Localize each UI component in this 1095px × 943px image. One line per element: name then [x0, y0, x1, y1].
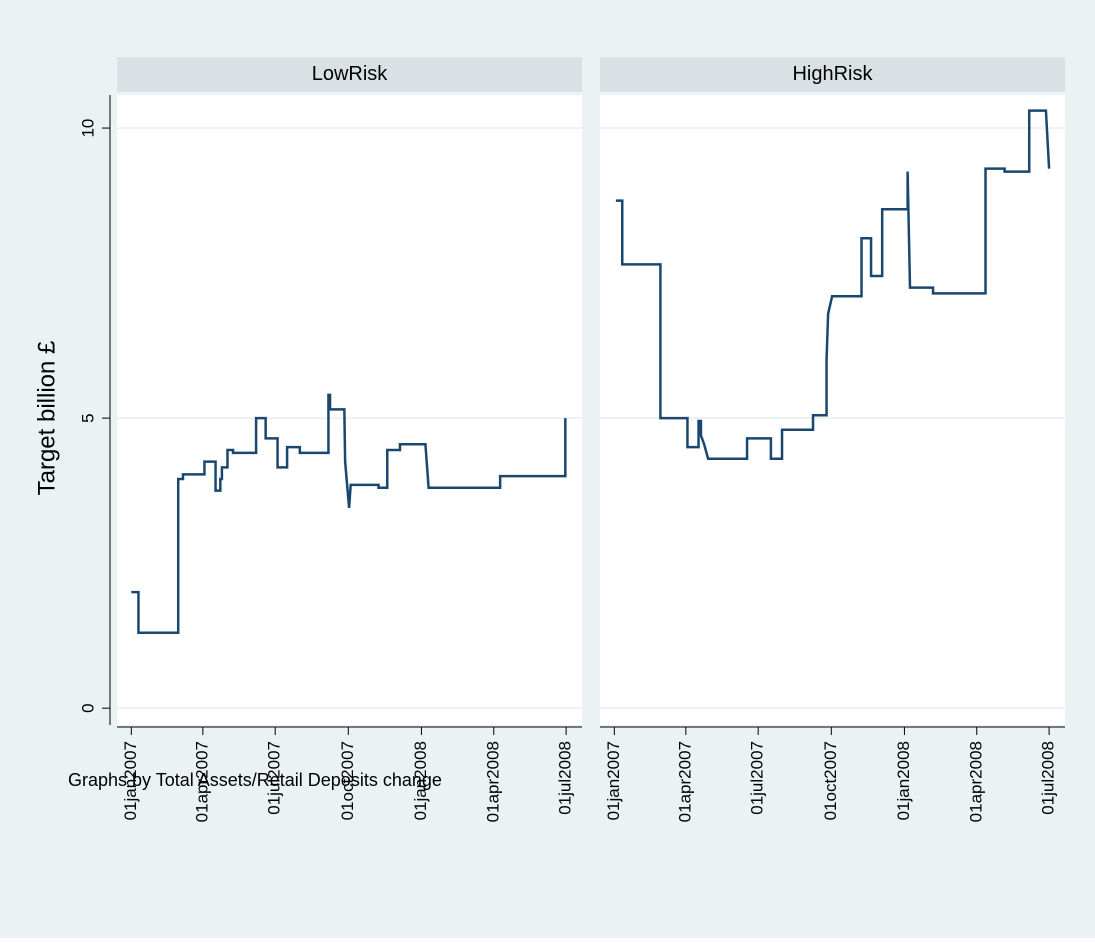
x-tick-label: 01jul2008 [1039, 741, 1058, 815]
y-tick-label: 0 [78, 703, 97, 712]
x-tick-label: 01apr2007 [192, 741, 211, 822]
panel-title: HighRisk [792, 63, 873, 85]
x-tick-label: 01jul2008 [556, 741, 575, 815]
plot-area [600, 95, 1065, 725]
x-tick-label: 01apr2008 [966, 741, 985, 822]
y-tick-label: 5 [78, 413, 97, 422]
x-tick-label: 01oct2007 [821, 741, 840, 820]
x-tick-label: 01jan2008 [894, 741, 913, 820]
x-tick-label: 01jan2007 [121, 741, 140, 820]
plot-area [117, 95, 582, 725]
x-tick-label: 01apr2007 [675, 741, 694, 822]
panel-header [117, 57, 582, 92]
note: Graphs by Total Assets/Retail Deposits c… [68, 770, 442, 790]
series-line [615, 109, 1051, 460]
x-tick-label: 01apr2008 [483, 741, 502, 822]
panel-title: LowRisk [312, 63, 389, 85]
panel-header [600, 57, 1065, 92]
x-tick-label: 01jan2007 [604, 741, 623, 820]
series-line [131, 393, 567, 635]
y-tick-label: 10 [78, 119, 97, 138]
x-tick-label: 01oct2007 [338, 741, 357, 820]
x-tick-label: 01jul2007 [265, 741, 284, 815]
x-tick-label: 01jul2007 [748, 741, 767, 815]
y-axis-title: Target billion £ [33, 341, 60, 496]
x-tick-label: 01jan2008 [411, 741, 430, 820]
